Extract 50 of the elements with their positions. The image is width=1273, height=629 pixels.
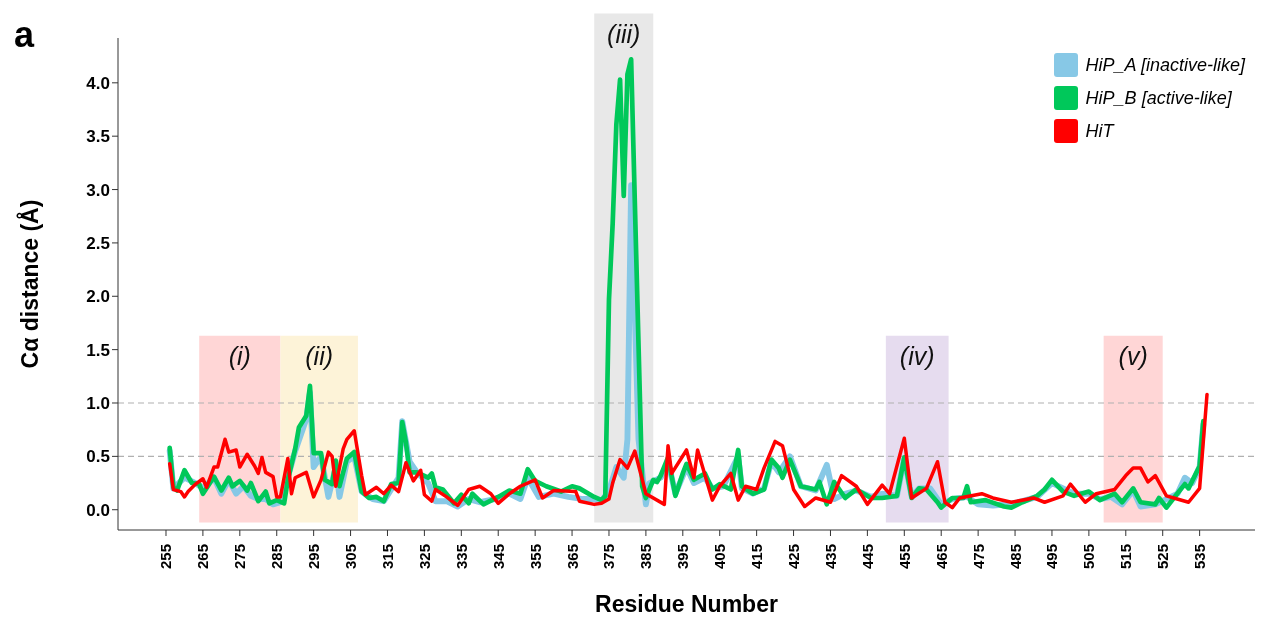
- x-tick-label: 315: [378, 544, 396, 570]
- y-axis-title: Cα distance (Å): [16, 199, 44, 369]
- legend-label: HiP_A [inactive-like]: [1085, 54, 1245, 76]
- x-tick-label: 265: [194, 544, 212, 570]
- y-tick-label: 2.0: [86, 287, 110, 307]
- x-tick-label: 405: [711, 544, 729, 570]
- y-tick-label: 1.0: [86, 394, 110, 414]
- x-tick-label: 525: [1154, 544, 1172, 570]
- y-tick-label: 0.0: [86, 500, 110, 520]
- x-tick-label: 375: [600, 544, 618, 570]
- y-tick-label: 3.0: [86, 180, 110, 200]
- x-tick-label: 285: [268, 544, 286, 570]
- band-label: (ii): [305, 342, 334, 371]
- y-tick-label: 1.5: [86, 340, 110, 360]
- line-series: [167, 392, 1209, 510]
- x-tick-label: 395: [674, 544, 692, 570]
- x-tick-label: 385: [637, 544, 655, 570]
- band-label: (iv): [899, 342, 935, 371]
- y-tick-label: 4.0: [86, 73, 110, 93]
- x-tick-label: 505: [1080, 544, 1098, 570]
- x-tick-label: 475: [969, 544, 987, 570]
- x-tick-label: 255: [157, 544, 175, 570]
- x-tick-label: 335: [452, 544, 470, 570]
- y-tick-label: 0.5: [86, 447, 110, 467]
- x-tick-label: 535: [1191, 544, 1209, 570]
- x-tick-label: 295: [305, 544, 323, 570]
- band-label: (i): [228, 342, 251, 371]
- x-tick-label: 435: [821, 544, 839, 570]
- x-tick-label: 425: [785, 544, 803, 570]
- x-tick-label: 455: [895, 544, 913, 570]
- x-tick-label: 355: [526, 544, 544, 570]
- x-tick-label: 275: [231, 544, 249, 570]
- x-tick-label: 345: [489, 544, 507, 570]
- y-tick-label: 2.5: [86, 233, 110, 253]
- text: a: [14, 14, 35, 56]
- x-tick-label: 305: [342, 544, 360, 570]
- x-tick-label: 325: [415, 544, 433, 570]
- x-tick-label: 365: [563, 544, 581, 570]
- x-tick-label: 415: [748, 544, 766, 570]
- x-tick-label: 515: [1117, 544, 1135, 570]
- y-tick-label: 3.5: [86, 127, 110, 147]
- legend-label: HiT: [1085, 120, 1114, 142]
- band-label: (iii): [607, 20, 641, 49]
- x-tick-label: 465: [932, 544, 950, 570]
- x-axis-title: Residue Number: [595, 591, 778, 617]
- legend-label: HiP_B [active-like]: [1085, 87, 1232, 109]
- x-tick-label: 445: [858, 544, 876, 570]
- x-tick-label: 485: [1006, 544, 1024, 570]
- band-label: (v): [1118, 342, 1148, 371]
- x-tick-label: 495: [1043, 544, 1061, 570]
